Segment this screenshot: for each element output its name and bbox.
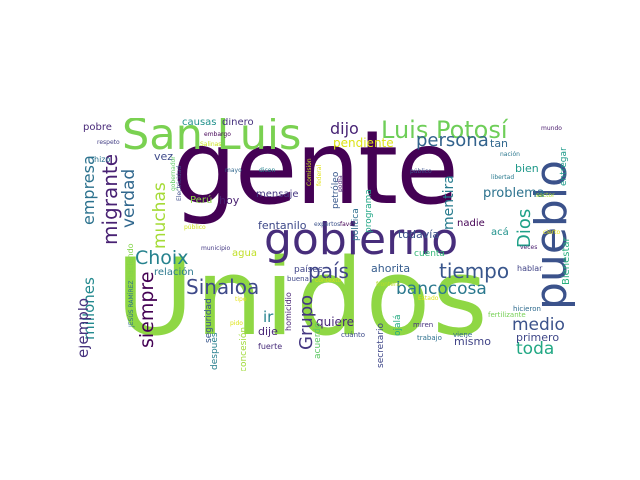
word: Bienestar: [561, 237, 572, 285]
word: empresa: [79, 155, 98, 225]
word: mayo: [225, 167, 242, 174]
word: agua: [232, 248, 257, 259]
word: siempre: [136, 271, 158, 348]
word: verdad: [119, 168, 139, 228]
word: Unidos: [116, 236, 490, 359]
word: público: [410, 168, 432, 175]
word: primero: [516, 331, 560, 344]
word: trabajo: [417, 334, 442, 342]
word: toda: [516, 339, 555, 359]
word: países: [294, 265, 323, 275]
word: ojalá: [393, 314, 403, 336]
word: respeto: [97, 139, 120, 146]
word: país: [308, 259, 349, 283]
word: pobre: [83, 122, 112, 133]
word: Sinaloa: [186, 275, 260, 299]
word: causas: [182, 118, 217, 128]
word: viene: [453, 331, 473, 339]
word: municipio: [201, 245, 231, 252]
word: tiempo: [439, 259, 510, 283]
word: cierto: [543, 229, 561, 236]
word: favor: [340, 221, 356, 228]
word: problema: [483, 186, 545, 201]
word: medio: [512, 315, 565, 335]
word: haciendo: [126, 243, 135, 280]
word: mentira: [441, 175, 457, 230]
word: embargo: [204, 131, 231, 138]
word: pido: [230, 320, 243, 327]
word: migrante: [98, 153, 122, 245]
word: miren: [413, 321, 434, 329]
word: mundo: [541, 125, 562, 132]
word: hizo: [94, 155, 111, 164]
word: buena: [287, 275, 309, 283]
word: entregar: [559, 147, 569, 186]
word: tipo: [235, 296, 247, 303]
word: dicen: [259, 167, 276, 174]
word: expertos: [314, 221, 341, 228]
word: Choix: [135, 247, 189, 269]
word: tan: [490, 137, 509, 150]
word: cuenta: [414, 249, 445, 259]
word: secretario: [376, 323, 386, 368]
word: podía: [337, 175, 344, 192]
word: público: [184, 224, 206, 231]
word: ir: [263, 308, 274, 326]
word: Electricidad: [176, 165, 183, 201]
word: cuánto: [341, 331, 366, 339]
word: San Luis: [122, 118, 302, 160]
word: frontera: [376, 281, 401, 288]
word: libertad: [491, 174, 515, 181]
word: hicieron: [513, 305, 541, 313]
word: gente: [172, 118, 459, 228]
word: todavía: [398, 228, 440, 241]
word: Dios: [514, 208, 535, 248]
word: bancocosa: [396, 279, 487, 299]
word: homicidio: [284, 292, 293, 331]
word: Comisión: [306, 158, 313, 186]
word: dinero: [222, 118, 254, 128]
word: persona: [416, 130, 489, 151]
word: pendiente: [333, 136, 394, 150]
word: contexto: [315, 277, 342, 284]
word: quiere: [316, 315, 354, 329]
word: Estado: [418, 295, 439, 302]
word: programa: [364, 189, 374, 233]
word: relación: [154, 267, 194, 278]
word: fentanilo: [258, 219, 307, 232]
word: gobernador: [170, 156, 177, 191]
word: nadie: [457, 218, 485, 229]
word: después: [210, 332, 220, 370]
word: fuerte: [258, 342, 283, 351]
word: vez: [154, 150, 174, 163]
word: sector: [536, 192, 555, 199]
word: Salinas: [200, 141, 222, 148]
word: fertilizante: [488, 311, 526, 319]
word: concesión: [239, 326, 249, 371]
word: JESÚS RAMÍREZ: [128, 280, 135, 327]
word: nación: [500, 151, 520, 158]
word: acuerdo: [313, 322, 323, 359]
word: hoy: [219, 194, 240, 207]
word: gobierno: [264, 214, 459, 265]
word: mismo: [454, 335, 491, 348]
word-cloud: gente Unidos San Luis gobierno pueblo Lu…: [78, 118, 584, 371]
word: Perú: [190, 195, 213, 206]
word: federal: [316, 164, 323, 186]
word: dije: [258, 325, 278, 338]
word: acá: [491, 227, 509, 238]
word: muchas: [150, 182, 170, 249]
word: ejemplo: [78, 297, 92, 358]
word: hablar: [517, 264, 543, 273]
word: mensaje: [256, 189, 299, 200]
word: bien: [515, 162, 539, 175]
word: Luis Potosí: [381, 118, 508, 144]
word: veces: [520, 244, 538, 251]
word: dijo: [330, 119, 359, 138]
word: ahorita: [371, 262, 411, 275]
